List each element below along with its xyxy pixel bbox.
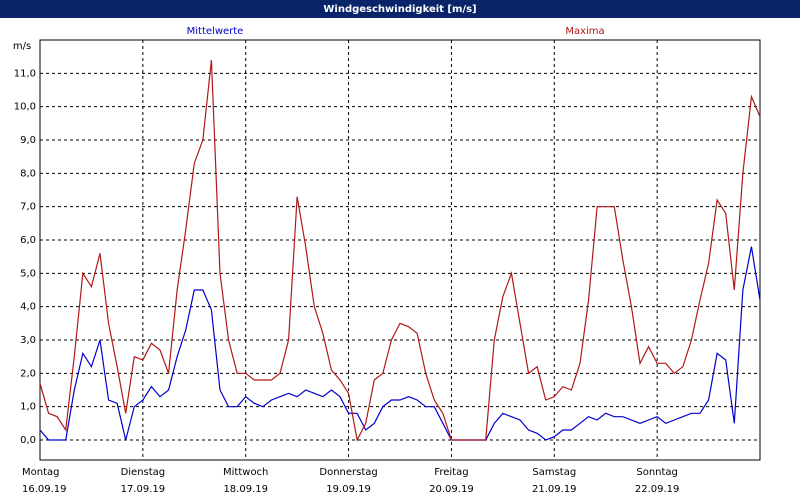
x-tick-date: 18.09.19 xyxy=(223,484,268,495)
x-tick-label: Samstag xyxy=(532,467,576,478)
x-tick-date: 19.09.19 xyxy=(326,484,371,495)
y-tick-label: 9,0 xyxy=(20,135,36,146)
plot-frame xyxy=(39,39,761,461)
y-tick-label: 11,0 xyxy=(14,68,36,79)
y-tick-label: 1,0 xyxy=(20,402,36,413)
title-bar xyxy=(0,0,800,18)
y-tick-label: 5,0 xyxy=(20,268,36,279)
x-tick-date: 16.09.19 xyxy=(22,484,67,495)
x-tick-label: Montag xyxy=(22,467,59,478)
y-tick-label: 2,0 xyxy=(20,368,36,379)
x-tick-label: Dienstag xyxy=(121,467,166,478)
chart-title: Windgeschwindigkeit [m/s] xyxy=(323,4,476,15)
y-axis-label: m/s xyxy=(13,41,31,52)
y-tick-label: 4,0 xyxy=(20,302,36,313)
series-line xyxy=(39,59,761,442)
y-tick-label: 3,0 xyxy=(20,335,36,346)
series-line xyxy=(39,246,761,441)
legend-label: Maxima xyxy=(565,26,604,37)
x-tick-date: 17.09.19 xyxy=(121,484,166,495)
y-tick-label: 10,0 xyxy=(14,102,36,113)
x-tick-label: Mittwoch xyxy=(223,467,268,478)
y-tick-label: 7,0 xyxy=(20,202,36,213)
x-tick-label: Sonntag xyxy=(636,467,678,478)
x-tick-date: 20.09.19 xyxy=(429,484,474,495)
x-tick-label: Donnerstag xyxy=(319,467,377,478)
y-tick-label: 8,0 xyxy=(20,168,36,179)
x-tick-date: 21.09.19 xyxy=(532,484,577,495)
x-tick-label: Freitag xyxy=(434,467,468,478)
x-tick-date: 22.09.19 xyxy=(635,484,680,495)
legend-label: Mittelwerte xyxy=(187,26,244,37)
y-tick-label: 0,0 xyxy=(20,435,36,446)
y-tick-label: 6,0 xyxy=(20,235,36,246)
